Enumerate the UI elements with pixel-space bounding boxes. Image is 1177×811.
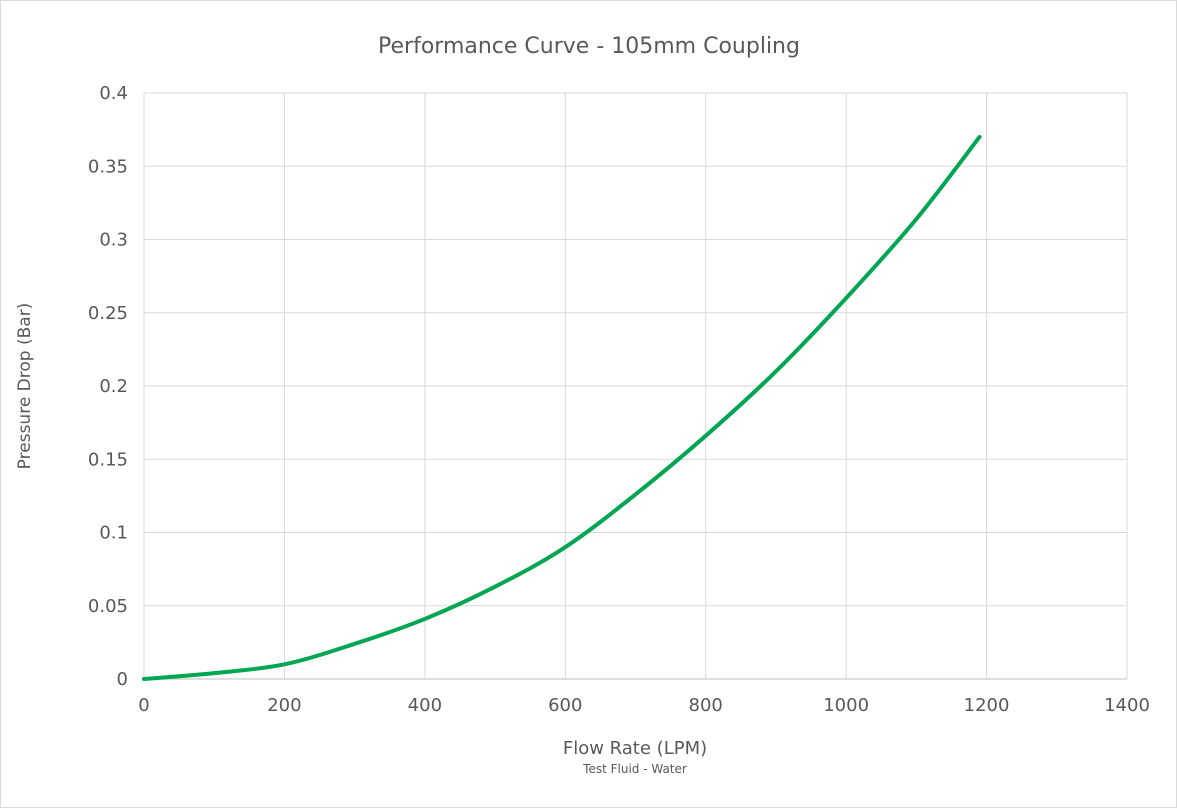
x-tick-label: 0 — [138, 695, 149, 716]
series-line — [142, 134, 982, 681]
y-tick-label: 0 — [117, 669, 128, 690]
x-tick-label: 1000 — [823, 695, 869, 716]
y-tick-label: 0.4 — [99, 83, 128, 104]
x-tick-label: 1200 — [964, 695, 1010, 716]
x-axis-label: Flow Rate (LPM) — [563, 738, 707, 759]
chart-title: Performance Curve - 105mm Coupling — [378, 34, 800, 59]
y-tick-label: 0.2 — [99, 376, 128, 397]
y-axis-label: Pressure Drop (Bar) — [15, 303, 35, 470]
y-tick-label: 0.05 — [88, 596, 128, 617]
y-tick-label: 0.25 — [88, 303, 128, 324]
tick-labels: 0 0.05 0.1 0.15 0.2 0.25 0.3 0.35 0.4 0 200 400 600 8… — [88, 83, 1150, 716]
y-tick-label: 0.35 — [88, 156, 128, 177]
y-tick-label: 0.3 — [99, 230, 128, 251]
x-axis-note: Test Fluid - Water — [582, 762, 687, 776]
x-tick-label: 800 — [689, 695, 723, 716]
x-tick-label: 600 — [548, 695, 582, 716]
y-tick-label: 0.15 — [88, 449, 128, 470]
x-tick-label: 1400 — [1104, 695, 1150, 716]
grid-lines — [143, 92, 1128, 679]
y-tick-label: 0.1 — [99, 523, 128, 544]
x-tick-label: 400 — [408, 695, 442, 716]
series-layer — [142, 134, 982, 681]
x-tick-label: 200 — [267, 695, 301, 716]
